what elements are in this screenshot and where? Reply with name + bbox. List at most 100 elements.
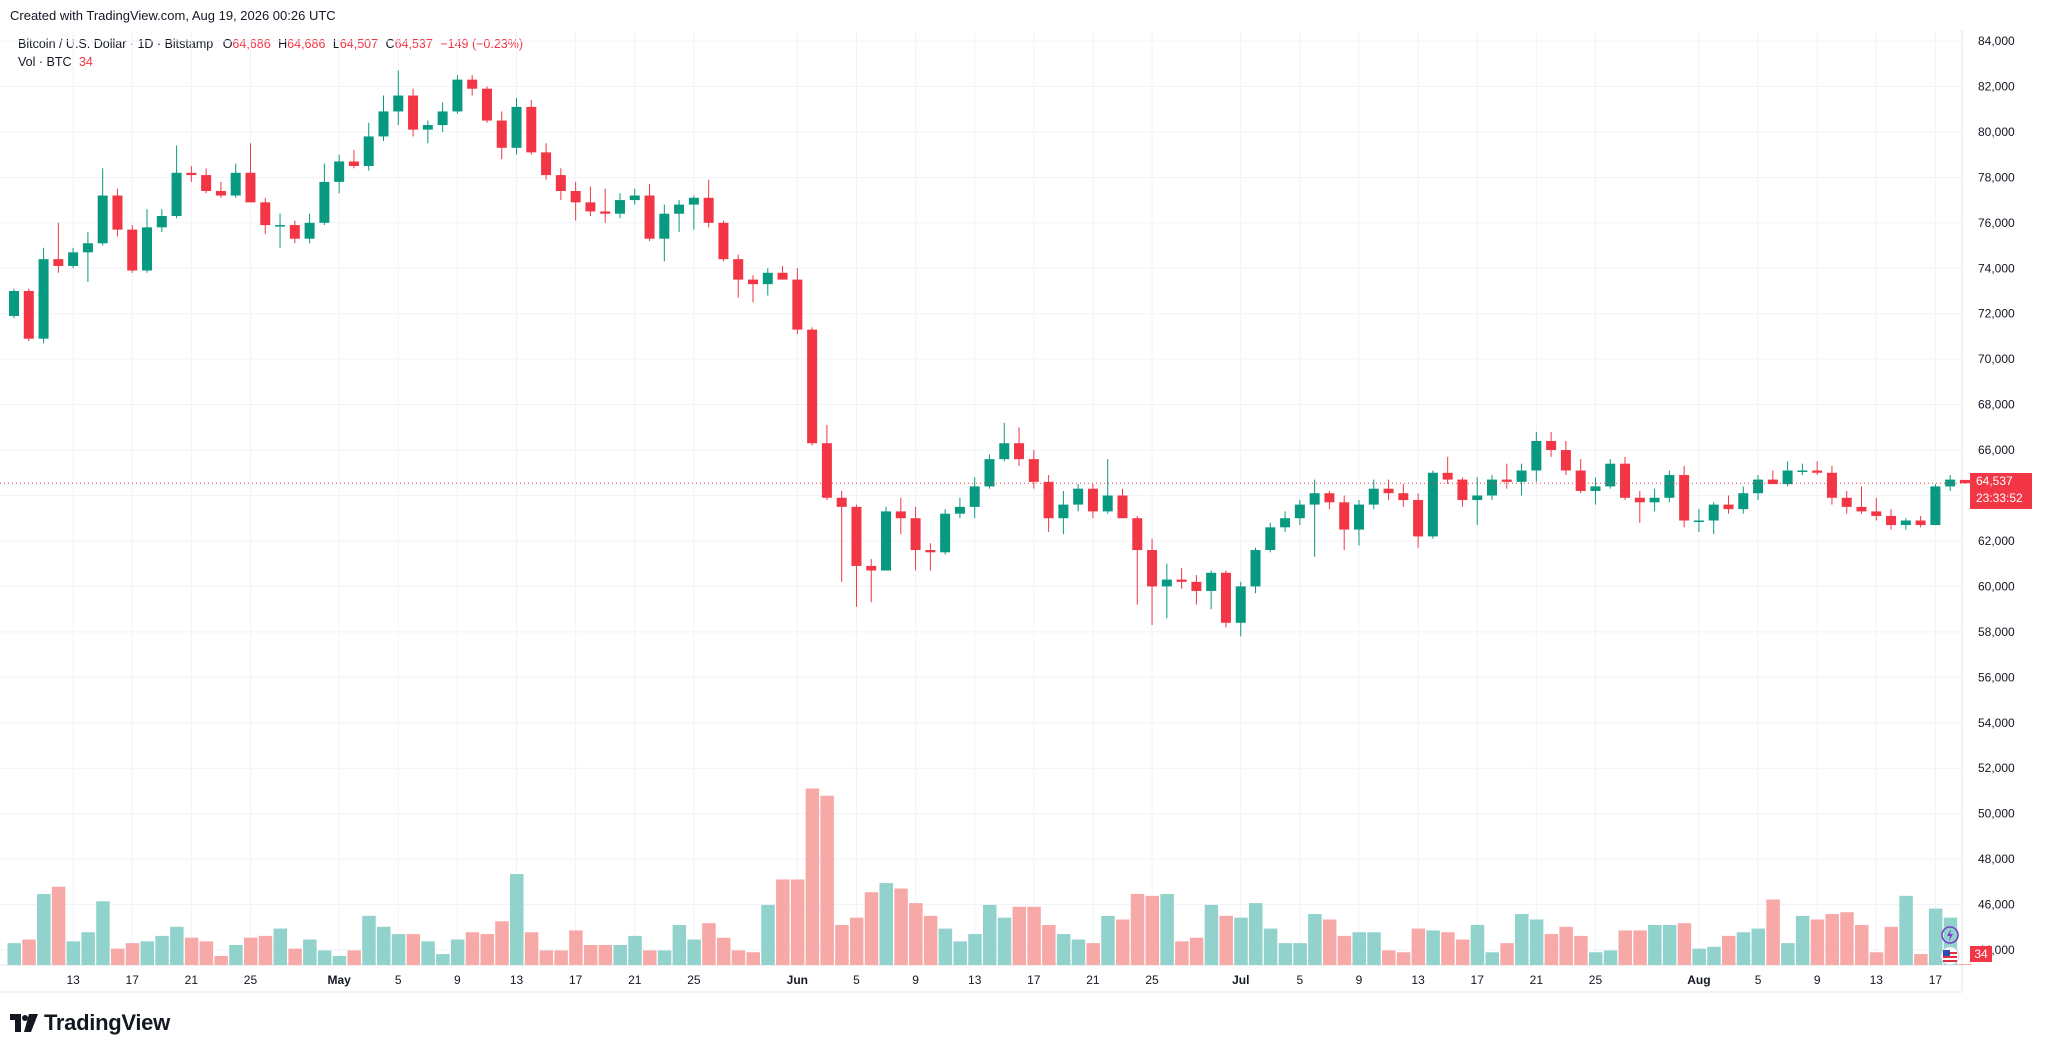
candle-body (319, 181, 330, 223)
candle-body (1442, 472, 1453, 480)
volume-label: Vol · BTC (18, 55, 72, 69)
volume-bar (1840, 912, 1854, 965)
candle-body (156, 215, 167, 228)
volume-bar (849, 917, 864, 965)
volume-bar (1012, 906, 1027, 965)
candle-body (1132, 518, 1143, 551)
time-tick-label: 9 (454, 973, 461, 987)
candle-body (1753, 479, 1764, 494)
volume-bar (1056, 934, 1071, 965)
sparkle-icon[interactable] (1940, 925, 1960, 945)
tradingview-logo[interactable]: TradingView (10, 1010, 170, 1036)
volume-bar (923, 915, 938, 965)
volume-bar (1308, 914, 1322, 965)
price-tick-label: 74,000 (1978, 261, 2015, 275)
volume-bar (805, 788, 820, 965)
price-tick-label: 78,000 (1978, 170, 2015, 184)
candle-body (1826, 472, 1837, 498)
candle-body (1235, 586, 1246, 623)
candle-body (1487, 479, 1497, 496)
open-label: O (222, 37, 233, 51)
volume-bar (702, 923, 716, 965)
candle-body (481, 88, 492, 121)
candle-body (378, 111, 389, 137)
flag-icon[interactable] (1940, 946, 1960, 966)
volume-bar (1071, 939, 1086, 965)
volume-bar (288, 948, 302, 965)
candle-body (1191, 581, 1202, 591)
candle-body (1797, 470, 1808, 473)
volume-bar (199, 941, 214, 965)
time-tick-label: 13 (968, 973, 982, 987)
price-tick-label: 66,000 (1978, 443, 2015, 457)
volume-bar (746, 952, 760, 965)
tradingview-logo-icon (10, 1014, 38, 1032)
time-tick-label: Aug (1687, 973, 1710, 987)
volume-bar (1130, 894, 1145, 965)
candle-body (1294, 504, 1305, 519)
candle-body (1265, 527, 1276, 551)
volume-bar (510, 874, 524, 965)
candle-body (895, 511, 906, 519)
time-tick-label: 5 (1755, 973, 1762, 987)
volume-bar (1736, 932, 1751, 965)
volume-bar (1529, 919, 1544, 965)
volume-bar (1101, 915, 1115, 965)
volume-bar (495, 921, 509, 965)
volume-bar (894, 888, 908, 965)
created-caption: Created with TradingView.com, Aug 19, 20… (10, 8, 336, 23)
candle-body (984, 459, 995, 487)
volume-bar (1116, 919, 1130, 965)
volume-bar (37, 894, 51, 965)
volume-bar (140, 941, 155, 965)
candle-body (1620, 463, 1631, 498)
candle-body (422, 125, 433, 130)
candle-body (496, 120, 507, 148)
price-tick-label: 76,000 (1978, 216, 2015, 230)
time-tick-label: May (327, 973, 351, 987)
candle-body (1649, 497, 1660, 503)
candle-body (910, 518, 921, 551)
candle-body (230, 172, 241, 196)
volume-bar (909, 903, 923, 965)
candle-body (925, 550, 936, 553)
volume-bar (1869, 952, 1884, 965)
volume-bar (1855, 924, 1869, 965)
price-tick-label: 48,000 (1978, 852, 2015, 866)
candle-body (215, 190, 226, 196)
candle-body (1087, 488, 1098, 512)
candlestick-chart[interactable]: 84,000 82,000 80,000 78,000 76,000 74,000 72,0… (0, 0, 2048, 1000)
volume-bar (332, 955, 347, 965)
volume-bar (1810, 919, 1825, 965)
volume-bar (1692, 948, 1706, 965)
candle-body (437, 111, 448, 126)
candle-body (1856, 506, 1867, 512)
time-tick-label: 5 (395, 973, 402, 987)
volume-bar (1544, 934, 1559, 965)
volume-legend[interactable]: Vol · BTC 34 (18, 55, 93, 69)
volume-bar (450, 939, 465, 965)
volume-bar (716, 937, 731, 965)
high-label: H (278, 37, 288, 51)
price-tick-label: 56,000 (1978, 670, 2015, 684)
volume-bar (1515, 914, 1529, 965)
candle-body (363, 136, 374, 166)
price-tick-label: 60,000 (1978, 579, 2015, 593)
volume-bar (1426, 930, 1440, 965)
volume-bar (598, 944, 613, 965)
last-price-label: 64,537 (1976, 474, 2013, 489)
candle-body (807, 329, 818, 444)
candle-body (866, 565, 877, 571)
volume-bar (1396, 952, 1411, 965)
time-tick-label: Jul (1232, 973, 1249, 987)
candle-body (1324, 493, 1335, 503)
candle-body (53, 259, 64, 266)
time-tick-label: 13 (1411, 973, 1425, 987)
volume-bar (229, 944, 243, 965)
candle-body (1959, 479, 1970, 484)
volume-bar (81, 932, 95, 965)
candle-body (1368, 488, 1379, 505)
volume-bar (938, 928, 953, 965)
volume-bar (1914, 954, 1928, 965)
candle-body (1531, 440, 1542, 471)
